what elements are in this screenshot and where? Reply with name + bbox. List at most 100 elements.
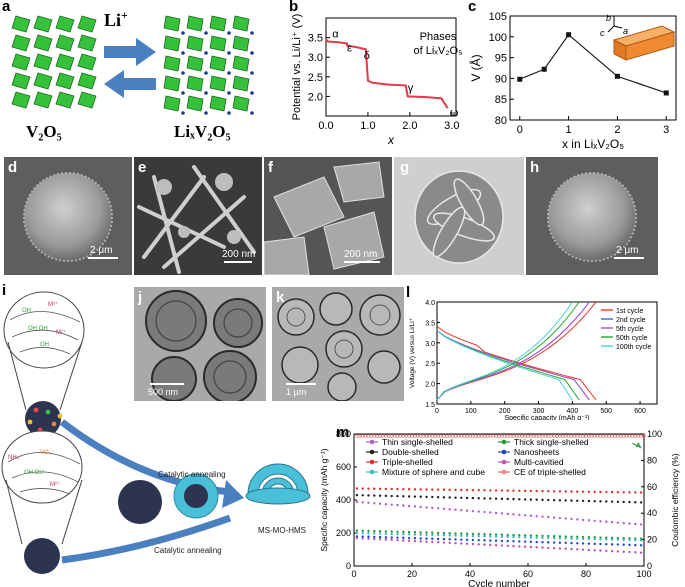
x-tick-label: 600	[634, 408, 646, 415]
capacity-point	[465, 532, 469, 535]
y2-tick-label: 80	[647, 455, 657, 465]
capacity-point	[384, 530, 388, 533]
capacity-point	[460, 534, 463, 537]
vo5-polyhedron	[55, 72, 75, 90]
capacity-point	[558, 516, 562, 520]
ce-point	[477, 434, 481, 438]
vo5-polyhedron	[232, 75, 250, 92]
capacity-point	[425, 533, 428, 537]
capacity-point	[436, 531, 440, 535]
capacity-point	[622, 500, 625, 504]
capacity-point	[616, 543, 620, 546]
vo5-polyhedron	[77, 15, 97, 33]
capacity-point	[639, 544, 643, 547]
chart-c-cell-volume: 0 1 2 3 80 85 90 95 100 105 x in LiₓV₂O₅ V (Å) bc a	[468, 11, 677, 151]
capacity-point	[535, 515, 538, 518]
capacity-point	[413, 537, 417, 540]
y-axis-label: Voltage (V) versus Li/Li⁺	[409, 317, 416, 388]
y-tick-label: 85	[495, 94, 507, 106]
capacity-point	[431, 531, 434, 534]
ce-point	[517, 434, 521, 438]
capacity-point	[396, 530, 399, 533]
vo5-polyhedron	[232, 15, 250, 32]
capacity-point	[634, 501, 637, 504]
li-ion	[250, 91, 254, 95]
capacity-point	[384, 538, 388, 541]
capacity-point	[407, 533, 411, 536]
capacity-point	[581, 535, 585, 539]
capacity-point	[639, 537, 643, 540]
y-tick-label: 3.0	[308, 52, 323, 64]
capacity-point	[599, 490, 602, 494]
capacity-point	[425, 506, 428, 509]
axis-c-arrow	[607, 25, 615, 33]
ce-point	[511, 434, 516, 438]
capacity-point	[407, 536, 411, 540]
x-tick-label: 80	[581, 569, 591, 579]
y-tick-label: 2.0	[308, 91, 323, 103]
capacity-point	[506, 497, 509, 501]
capacity-point	[390, 494, 393, 498]
metal-ion-dot	[33, 407, 39, 413]
capacity-point	[610, 536, 614, 540]
capacity-point	[425, 495, 428, 499]
x-tick-label: 0	[517, 124, 523, 136]
vo5-polyhedron	[163, 15, 181, 32]
capacity-point	[448, 488, 451, 492]
tem-image-k: k 1 μm	[272, 287, 404, 401]
capacity-point	[622, 536, 625, 540]
data-point	[566, 32, 572, 38]
capacity-point	[535, 546, 538, 549]
capacity-point	[355, 535, 359, 538]
legend-label: 100th cycle	[616, 344, 652, 351]
capacity-point	[477, 539, 480, 542]
capacity-point	[512, 540, 515, 543]
capacity-point	[576, 537, 579, 540]
ce-point	[636, 434, 640, 438]
vo5-polyhedron	[55, 91, 75, 109]
capacity-point	[378, 532, 382, 535]
capacity-point	[384, 494, 388, 498]
axis-a-label: a	[623, 26, 628, 36]
chart-m-cycling-performance: 0 20 40 60 80 1000200400600800020406080100Thi…	[319, 429, 680, 587]
capacity-point	[605, 549, 608, 553]
capacity-point	[373, 494, 376, 497]
capacity-point	[506, 512, 509, 516]
capacity-point	[402, 533, 405, 536]
y-tick-label: 2.5	[425, 361, 435, 368]
plot-frame	[436, 301, 658, 405]
capacity-point	[454, 508, 457, 511]
ce-point	[584, 434, 588, 438]
capacity-point	[628, 550, 631, 554]
capacity-point	[355, 500, 359, 504]
capacity-point	[454, 496, 457, 499]
step1-label: Catalytic annealing	[158, 470, 226, 479]
capacity-point	[558, 490, 562, 493]
capacity-point	[407, 495, 411, 498]
capacity-point	[355, 487, 359, 490]
capacity-point	[431, 488, 434, 491]
panel-label-j: j	[138, 289, 143, 306]
x-axis-label: Specific capacity (mAh g⁻¹)	[505, 415, 590, 420]
capacity-point	[431, 537, 434, 540]
capacity-point	[402, 487, 405, 491]
ce-point	[593, 434, 597, 438]
phase-annotation: ω	[450, 107, 459, 119]
vo5-polyhedron	[163, 55, 181, 72]
ce-point	[459, 434, 463, 438]
capacity-point	[599, 549, 602, 552]
capacity-point	[610, 490, 614, 494]
capacity-point	[494, 511, 498, 515]
capacity-point	[419, 488, 422, 491]
capacity-point	[634, 551, 637, 554]
capacity-point	[634, 522, 637, 526]
x-tick-label: 500	[600, 408, 612, 415]
capacity-point	[547, 498, 550, 502]
capacity-point	[518, 534, 521, 537]
vo5-polyhedron	[11, 91, 31, 109]
capacity-point	[402, 536, 405, 540]
capacity-point	[442, 531, 446, 535]
capacity-point	[634, 543, 637, 547]
capacity-point	[564, 535, 567, 538]
capacity-point	[512, 533, 515, 537]
